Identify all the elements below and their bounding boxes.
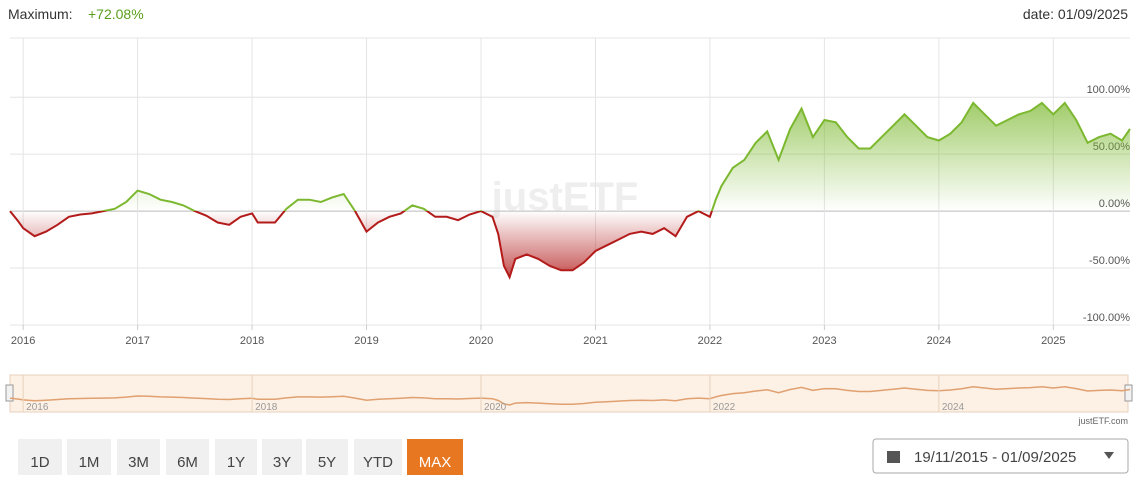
- area-positive: [103, 102, 1130, 211]
- navigator[interactable]: [9, 374, 1129, 413]
- calendar-icon: [887, 451, 900, 463]
- navigator-tick-label: 2018: [255, 402, 278, 413]
- x-tick-label: 2019: [354, 335, 378, 347]
- range-button[interactable]: [18, 439, 62, 479]
- header-value: +72.08%: [88, 6, 144, 22]
- x-tick-label: 2016: [11, 335, 35, 347]
- navigator-handle[interactable]: [1124, 384, 1133, 402]
- range-button[interactable]: [215, 439, 257, 479]
- x-tick-label: 2022: [698, 335, 722, 347]
- range-button-label: 3Y: [273, 454, 291, 471]
- y-tick-label: -50.00%: [1089, 255, 1130, 267]
- date-range: 19/11/2015 - 01/09/2025: [914, 449, 1076, 466]
- x-tick-label: 2017: [125, 335, 149, 347]
- x-tick-label: 2020: [469, 335, 493, 347]
- x-tick-label: 2025: [1041, 335, 1065, 347]
- x-tick-label: 2018: [240, 335, 264, 347]
- navigator-tick-label: 2020: [484, 402, 507, 413]
- header-date: date: 01/09/2025: [1023, 6, 1128, 22]
- line-negative: [9, 211, 713, 280]
- range-button-label: 3M: [128, 454, 149, 471]
- y-tick-label: 100.00%: [1087, 84, 1131, 96]
- header-label: Maximum:: [8, 6, 73, 22]
- range-button-label: 1M: [79, 454, 100, 471]
- range-button-label: 1Y: [227, 454, 245, 471]
- dropdown-arrow: [1104, 452, 1114, 459]
- range-button[interactable]: [354, 439, 402, 479]
- range-button[interactable]: [262, 439, 302, 479]
- area-negative: [10, 211, 1130, 278]
- range-button-label: 1D: [30, 454, 49, 471]
- navigator-handle[interactable]: [5, 384, 14, 402]
- range-button-label: 6M: [177, 454, 198, 471]
- navigator-tick-label: 2016: [26, 402, 49, 413]
- range-button[interactable]: [407, 439, 463, 479]
- line-positive: [10, 101, 1131, 211]
- x-tick-label: 2021: [583, 335, 607, 347]
- range-button[interactable]: [166, 439, 209, 479]
- range-button-label: 5Y: [318, 454, 336, 471]
- credit: justETF.com: [1077, 416, 1128, 426]
- range-button[interactable]: [67, 439, 111, 479]
- navigator-tick-label: 2024: [942, 402, 965, 413]
- range-button[interactable]: [306, 439, 348, 479]
- navigator-tick-label: 2022: [713, 402, 736, 413]
- date-range-picker[interactable]: [872, 438, 1129, 474]
- range-button-label: YTD: [363, 454, 393, 471]
- x-tick-label: 2024: [927, 335, 951, 347]
- x-tick-label: 2023: [812, 335, 836, 347]
- y-tick-label: -100.00%: [1083, 312, 1130, 324]
- range-button-label: MAX: [419, 454, 452, 471]
- range-button[interactable]: [117, 439, 160, 479]
